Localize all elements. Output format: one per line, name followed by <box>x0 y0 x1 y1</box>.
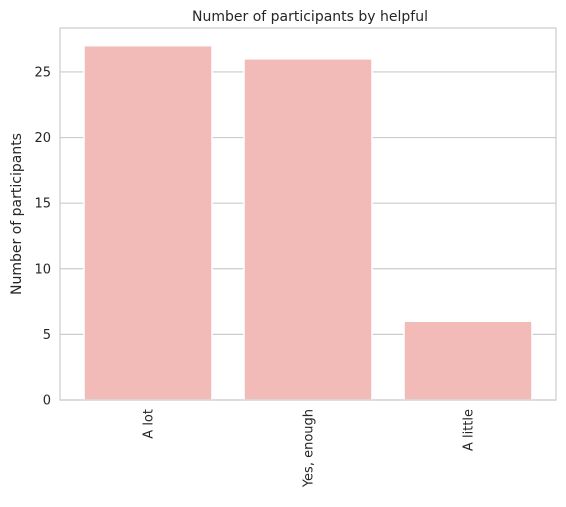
y-tick-label: 15 <box>34 197 51 212</box>
x-tick-label: A little <box>462 409 477 451</box>
chart-title: Number of participants by helpful <box>192 9 428 25</box>
y-tick-label: 10 <box>34 262 51 277</box>
y-tick-label: 20 <box>34 131 51 146</box>
bar <box>244 59 372 400</box>
bar <box>404 321 532 400</box>
x-axis: A lot Yes, enough A little <box>142 409 477 488</box>
x-tick-label: A lot <box>142 409 157 439</box>
y-tick-label: 5 <box>43 328 51 343</box>
bar <box>84 46 212 400</box>
y-axis: 0 5 10 15 20 25 <box>34 65 51 408</box>
y-tick-label: 0 <box>43 394 51 409</box>
x-tick-label: Yes, enough <box>302 409 317 488</box>
bars <box>84 46 532 400</box>
y-axis-label: Number of participants <box>9 133 25 295</box>
y-tick-label: 25 <box>34 65 51 80</box>
